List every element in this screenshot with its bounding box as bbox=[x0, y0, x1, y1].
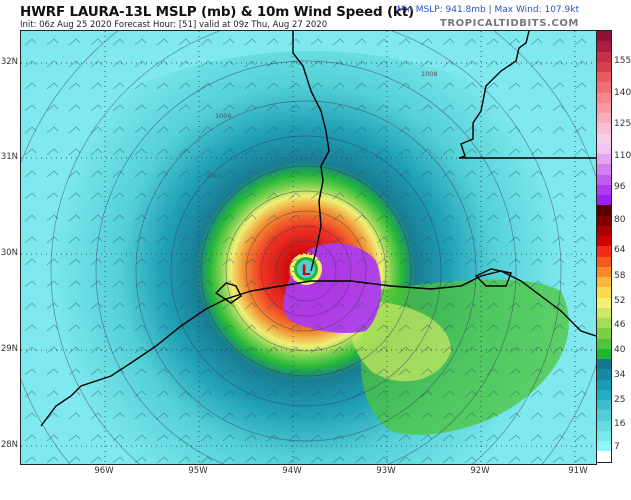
colorbar-segment bbox=[597, 195, 611, 206]
colorbar-segment bbox=[597, 410, 611, 421]
colorbar-segment bbox=[597, 430, 611, 441]
lon-label-93w: 93W bbox=[376, 466, 396, 476]
colorbar-segment bbox=[597, 92, 611, 103]
colorbar-segment bbox=[597, 400, 611, 411]
colorbar-segment bbox=[597, 184, 611, 195]
colorbar-segment bbox=[597, 338, 611, 349]
colorbar-segment bbox=[597, 113, 611, 124]
colorbar-segment bbox=[597, 143, 611, 154]
lon-label-91w: 91W bbox=[568, 466, 588, 476]
isobars bbox=[21, 31, 596, 464]
colorbar-segment bbox=[597, 441, 611, 452]
colorbar-label: 64 bbox=[614, 245, 626, 256]
colorbar-label: 110 bbox=[614, 150, 631, 161]
tx-la-border bbox=[292, 31, 330, 272]
colorbar-segment bbox=[597, 277, 611, 288]
central-pressure-label: 942 bbox=[299, 249, 312, 257]
lon-label-94w: 94W bbox=[282, 466, 302, 476]
colorbar-segment bbox=[597, 31, 611, 42]
lat-label-30n: 30N bbox=[0, 248, 18, 258]
colorbar-label: 52 bbox=[614, 295, 626, 306]
colorbar-segment bbox=[597, 318, 611, 329]
colorbar-segment bbox=[597, 51, 611, 62]
lat-label-31n: 31N bbox=[0, 152, 18, 162]
lat-lon-grid bbox=[21, 31, 596, 464]
colorbar-label: 25 bbox=[614, 395, 626, 406]
colorbar-segment bbox=[597, 225, 611, 236]
colorbar-label: 7 bbox=[614, 442, 620, 453]
brand-watermark: TROPICALTIDBITS.COM bbox=[439, 18, 579, 29]
lat-label-28n: 28N bbox=[0, 440, 18, 450]
wind-barbs bbox=[21, 31, 596, 464]
isobar-label-1004: 1004 bbox=[215, 112, 232, 120]
colorbar-label: 46 bbox=[614, 320, 626, 331]
colorbar-segment bbox=[597, 297, 611, 308]
colorbar-segment bbox=[597, 61, 611, 72]
colorbar-label: 34 bbox=[614, 369, 626, 380]
colorbar-label: 140 bbox=[614, 87, 631, 98]
lon-label-92w: 92W bbox=[470, 466, 490, 476]
colorbar-segment bbox=[597, 164, 611, 175]
colorbar-segment bbox=[597, 451, 611, 462]
chart-subtitle: Init: 06z Aug 25 2020 Forecast Hour: [51… bbox=[20, 20, 328, 30]
colorbar-label: 96 bbox=[614, 182, 626, 193]
vermilion-bay bbox=[474, 268, 512, 287]
colorbar-segment bbox=[597, 236, 611, 247]
lon-label-96w: 96W bbox=[94, 466, 114, 476]
colorbar-segment bbox=[597, 266, 611, 277]
colorbar-label: 16 bbox=[614, 418, 626, 429]
lat-label-32n: 32N bbox=[0, 57, 18, 67]
borders-coastline bbox=[40, 31, 596, 427]
colorbar-segment bbox=[597, 246, 611, 257]
colorbar-segment bbox=[597, 348, 611, 359]
colorbar-segment bbox=[597, 215, 611, 226]
la-ar-ms-border bbox=[458, 31, 596, 159]
colorbar-label: 80 bbox=[614, 214, 626, 225]
isobar-label-1000: 1000 bbox=[206, 172, 223, 180]
colorbar-segment bbox=[597, 133, 611, 144]
colorbar-segment bbox=[597, 389, 611, 400]
colorbar-segment bbox=[597, 328, 611, 339]
lat-label-29n: 29N bbox=[0, 344, 18, 354]
storm-stats: Min MSLP: 941.8mb | Max Wind: 107.9kt bbox=[396, 5, 579, 15]
colorbar-segment bbox=[597, 379, 611, 390]
low-pressure-marker: L bbox=[302, 263, 311, 279]
map-canvas: L 942 1004 1000 1008 bbox=[21, 31, 596, 464]
colorbar-label: 58 bbox=[614, 270, 626, 281]
colorbar-segment bbox=[597, 287, 611, 298]
colorbar-segment bbox=[597, 82, 611, 93]
colorbar-segment bbox=[597, 154, 611, 165]
galveston-bay bbox=[214, 282, 242, 304]
colorbar-segment bbox=[597, 205, 611, 216]
colorbar-segment bbox=[597, 174, 611, 185]
colorbar-segment bbox=[597, 41, 611, 52]
colorbar-segment bbox=[597, 102, 611, 113]
colorbar-label: 155 bbox=[614, 56, 631, 67]
colorbar-label: 40 bbox=[614, 344, 626, 355]
colorbar-segment bbox=[597, 72, 611, 83]
wind-speed-colorbar bbox=[596, 30, 612, 463]
colorbar-segment bbox=[597, 307, 611, 318]
isobar-label-1008: 1008 bbox=[421, 70, 438, 78]
colorbar-segment bbox=[597, 359, 611, 370]
colorbar-segment bbox=[597, 123, 611, 134]
colorbar-segment bbox=[597, 369, 611, 380]
forecast-map: L 942 1004 1000 1008 bbox=[20, 30, 597, 465]
colorbar-label: 125 bbox=[614, 119, 631, 130]
colorbar-segment bbox=[597, 420, 611, 431]
colorbar-segment bbox=[597, 256, 611, 267]
chart-title: HWRF LAURA-13L MSLP (mb) & 10m Wind Spee… bbox=[20, 4, 414, 20]
gulf-coastline bbox=[40, 270, 596, 427]
lon-label-95w: 95W bbox=[188, 466, 208, 476]
